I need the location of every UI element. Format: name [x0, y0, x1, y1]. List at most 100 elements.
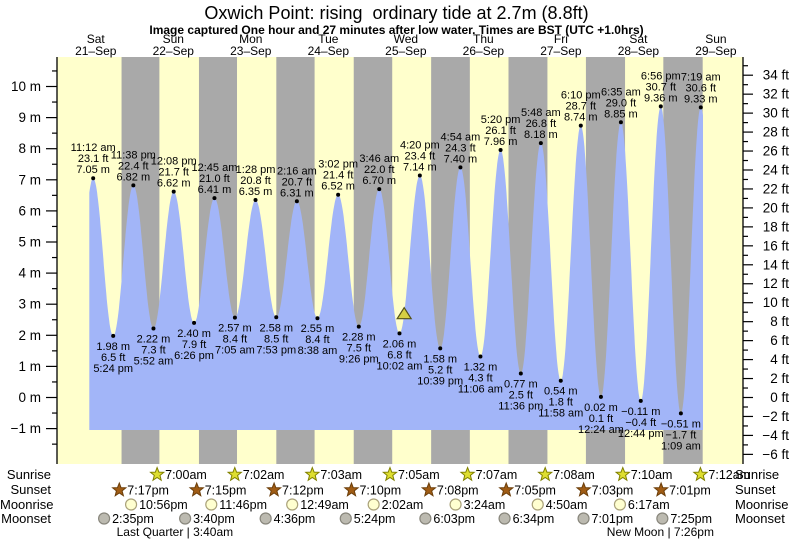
tide-point-dot	[558, 378, 563, 383]
tide-point-dot	[538, 141, 543, 146]
tide-point-dot	[598, 394, 603, 399]
row-label-moonset-right: Moonset	[735, 510, 785, 526]
moonset-icon	[339, 512, 352, 525]
tide-point-dot	[111, 333, 116, 338]
sunrise-time: 7:02am	[243, 468, 285, 482]
right-axis-label: 34 ft	[763, 68, 790, 83]
right-axis-label: 8 ft	[770, 314, 789, 329]
tide-point-dot	[498, 147, 503, 152]
high-tide-label: 20.7 ft	[282, 176, 313, 188]
moonrise-time: 11:46pm	[219, 498, 267, 512]
tide-point-dot	[417, 173, 422, 178]
right-axis-label: 22 ft	[763, 181, 790, 196]
moonrise-icon	[124, 498, 138, 511]
high-tide-label: 12:08 pm	[151, 156, 197, 168]
moonset-time: 7:25pm	[670, 512, 712, 526]
high-tide-label: 26.1 ft	[485, 125, 516, 137]
tide-point-dot	[618, 120, 623, 125]
high-tide-label: 11:38 pm	[111, 149, 156, 161]
low-tide-label: 1:09 am	[661, 440, 701, 452]
day-header-date: 24–Sep	[308, 44, 350, 58]
high-tide-label: 6.52 m	[321, 181, 355, 193]
moonrise-time: 3:24am	[464, 498, 506, 512]
low-tide-label: 9:26 pm	[339, 354, 379, 366]
high-tide-label: 8.18 m	[524, 129, 558, 141]
day-header-name: Wed	[394, 32, 418, 46]
sunrise-time: 7:05am	[398, 468, 440, 482]
row-label-sunrise-right: Sunrise	[735, 466, 780, 482]
high-tide-label: 9.33 m	[684, 93, 718, 105]
moonset-icon	[259, 512, 272, 525]
low-tide-label: 7.3 ft	[141, 344, 165, 356]
high-tide-label: 4:20 pm	[400, 139, 440, 151]
high-tide-label: 7.05 m	[76, 164, 110, 176]
low-tide-label: 7:05 am	[215, 345, 255, 357]
tide-point-dot	[253, 198, 258, 203]
moonrise-time: 12:49am	[300, 498, 349, 512]
left-axis-label: 2 m	[18, 328, 41, 343]
high-tide-label: 6.70 m	[362, 175, 396, 187]
left-axis-label: 10 m	[11, 79, 41, 94]
left-axis-label: 6 m	[18, 203, 41, 218]
high-tide-label: 2:16 am	[277, 165, 317, 177]
moonrise-icon	[286, 498, 299, 511]
right-axis-label: 20 ft	[763, 200, 790, 215]
low-tide-label: −1.7 ft	[665, 429, 696, 441]
low-tide-label: 0.77 m	[504, 379, 538, 391]
right-axis-label: 26 ft	[763, 144, 790, 159]
moonset-icon	[498, 512, 511, 525]
high-tide-label: 7.40 m	[444, 153, 478, 165]
moonset-icon	[179, 512, 192, 525]
low-tide-label: 7.5 ft	[347, 343, 371, 355]
tide-point-dot	[698, 105, 703, 110]
low-tide-label: 1.8 ft	[549, 397, 573, 409]
high-tide-label: 3:46 am	[359, 153, 399, 165]
right-axis-label: 14 ft	[763, 257, 790, 272]
moon-phase-label: New Moon | 7:26pm	[606, 525, 714, 539]
tide-curve	[89, 106, 704, 431]
high-tide-label: 12:45 am	[192, 162, 238, 174]
left-axis-label: 4 m	[18, 266, 41, 281]
high-tide-label: 6.31 m	[280, 187, 314, 199]
sunrise-icon	[226, 466, 243, 482]
left-axis-label: 1 m	[18, 359, 41, 374]
sunset-time: 7:08pm	[437, 484, 479, 498]
tide-point-dot	[377, 187, 382, 192]
sunrise-time: 7:10am	[631, 468, 673, 482]
low-tide-label: 7:53 pm	[256, 344, 296, 356]
low-tide-label: 2.40 m	[177, 328, 211, 340]
tide-point-dot	[232, 315, 237, 320]
high-tide-label: 21.7 ft	[158, 167, 189, 179]
right-axis-label: −6 ft	[762, 447, 789, 462]
row-label-sunset-left: Sunset	[10, 482, 51, 497]
high-tide-label: 23.1 ft	[78, 153, 109, 165]
sunset-icon	[575, 481, 592, 497]
high-tide-label: 6.41 m	[198, 184, 232, 196]
right-axis-label: 32 ft	[763, 87, 790, 102]
low-tide-label: 5:52 am	[134, 355, 174, 367]
day-header-name: Sun	[705, 32, 726, 46]
high-tide-label: 23.4 ft	[405, 150, 436, 162]
high-tide-label: 7:19 am	[681, 71, 721, 83]
moonset-time: 2:35pm	[112, 512, 154, 526]
tide-point-dot	[397, 331, 402, 336]
low-tide-label: 2.5 ft	[509, 390, 533, 402]
row-label-sunrise-left: Sunrise	[6, 466, 51, 482]
tide-point-dot	[315, 316, 320, 321]
moonrise-time: 10:56pm	[139, 498, 188, 512]
low-tide-label: 4.3 ft	[468, 372, 492, 384]
sunrise-icon	[381, 466, 398, 482]
high-tide-label: 22.4 ft	[118, 160, 149, 172]
high-tide-label: 29.0 ft	[606, 97, 637, 109]
sunset-time: 7:12pm	[282, 484, 324, 498]
low-tide-label: 10:02 am	[377, 360, 423, 372]
high-tide-label: 9.36 m	[644, 92, 678, 104]
low-tide-label: 11:36 pm	[498, 401, 543, 413]
tide-point-dot	[578, 123, 583, 128]
low-tide-label: 0.02 m	[584, 402, 618, 414]
low-tide-label: 5:24 pm	[93, 363, 133, 375]
day-header-date: 25–Sep	[385, 44, 427, 58]
right-axis-label: 6 ft	[770, 333, 789, 348]
day-header-date: 27–Sep	[540, 44, 582, 58]
moonset-icon	[577, 512, 590, 525]
